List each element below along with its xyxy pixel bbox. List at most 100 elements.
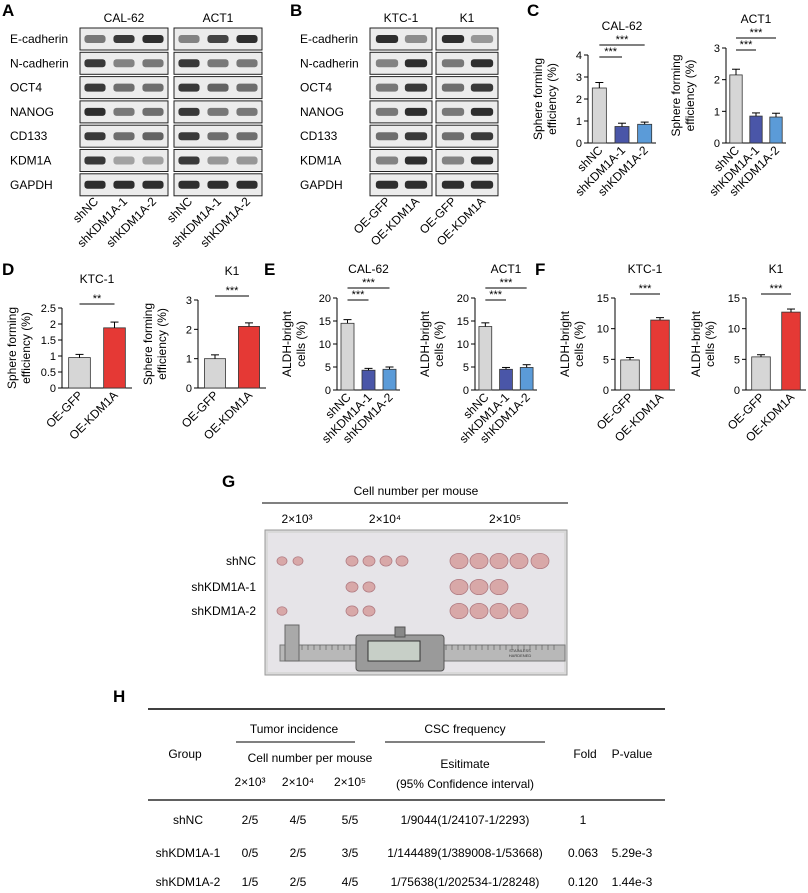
bar [478,326,493,391]
protein-label: N-cadherin [300,56,359,70]
y-tick-label: 5 [463,362,469,374]
y-axis-label: Sphere forming [5,307,19,389]
td-group: shKDM1A-1 [156,846,221,860]
g-group-label: shKDM1A-1 [191,580,256,594]
blot-band [207,180,229,189]
significance-label: *** [750,27,764,39]
blot-band [236,83,258,92]
panel-letter-G: G [222,472,235,491]
blot-band [113,107,135,116]
td-incidence: 1/5 [242,875,259,889]
blot-band [178,59,200,68]
tumor [395,555,409,567]
th-dose: 2×10⁵ [334,775,366,789]
y-tick-label: 4 [576,50,582,62]
blot-band [178,107,200,116]
blot-band [375,156,399,165]
g-dose-label: 2×10⁵ [489,512,521,526]
g-group-label: shNC [226,554,256,568]
y-tick-label: 1 [50,351,56,363]
blot-band [84,180,106,189]
td-incidence: 2/5 [290,846,307,860]
td-incidence: 3/5 [342,846,359,860]
blot-band [84,132,106,141]
tumor [276,556,288,566]
tumor [362,555,376,567]
td-incidence: 0/5 [242,846,259,860]
panel-letter-F: F [535,260,545,279]
y-axis-label: efficiency (%) [545,63,559,135]
y-axis-label: Sphere forming [669,54,683,136]
western-blot-A: E-cadherin N-cadherin OCT4 NANOG CD133 KDM1A G… [10,11,263,250]
blot-band [113,132,135,141]
blot-box [435,100,499,124]
bar [361,369,376,391]
td-fold: 1 [580,813,587,827]
tumor [362,605,376,617]
td-estimate: 1/75638(1/202534-1/28248) [391,875,540,889]
blot-band [142,83,164,92]
td-estimate: 1/9044(1/24107-1/2293) [401,813,530,827]
y-tick-label: 2 [714,75,720,87]
y-tick-label: 0 [576,138,582,150]
chart-title: K1 [769,262,784,276]
th-tumor-incidence: Tumor incidence [250,722,339,736]
chart-title: CAL-62 [348,262,389,276]
blot-band [236,180,258,189]
panel-letter-H: H [113,687,125,706]
y-axis-label: ALDH-bright [418,310,432,377]
bar [238,325,260,389]
significance-label: *** [500,277,514,289]
blot-band [207,83,229,92]
chart-title: CAL-62 [602,19,643,33]
blot-box [435,51,499,75]
td-incidence: 4/5 [342,875,359,889]
g-title: Cell number per mouse [354,484,479,498]
blot-band [441,180,465,189]
significance-label: *** [740,39,754,51]
y-tick-label: 1 [186,354,192,366]
blot-box [369,76,433,100]
protein-label: E-cadherin [10,32,68,46]
blot-band [470,132,494,141]
y-tick-label: 2 [576,94,582,106]
chart-title: KTC-1 [628,262,663,276]
tumor [379,555,393,567]
blot-band [470,35,494,43]
g-dose-label: 2×10³ [281,512,312,526]
protein-label: NANOG [10,105,54,119]
protein-label: CD133 [10,129,48,143]
blot-box [369,173,433,197]
blot-band [470,107,494,116]
blot-band [207,35,229,43]
th-cell-number: Cell number per mouse [248,751,373,765]
y-tick-label: 5 [325,362,331,374]
cell-line-label: CAL-62 [104,11,145,25]
y-tick-label: 0 [714,138,720,150]
caliper-jaw [284,624,300,662]
blot-band [113,156,135,165]
y-tick-label: 0 [325,385,331,397]
protein-label: GAPDH [300,178,343,192]
bar [382,368,397,391]
blot-band [441,107,465,116]
panel-letter-E: E [264,260,275,279]
significance-label: *** [226,285,240,297]
blot-band [113,180,135,189]
blot-band [84,59,106,68]
blot-band [207,107,229,116]
th-csc-frequency: CSC frequency [424,722,505,736]
blot-band [207,156,229,165]
blot-box [79,149,169,172]
blot-band [113,83,135,92]
blot-band [404,35,428,43]
chart-title: ACT1 [491,262,522,276]
bar [637,123,653,144]
blot-band [375,59,399,68]
y-axis-label: cells (%) [294,321,308,367]
blot-band [142,107,164,116]
blot-band [113,59,135,68]
